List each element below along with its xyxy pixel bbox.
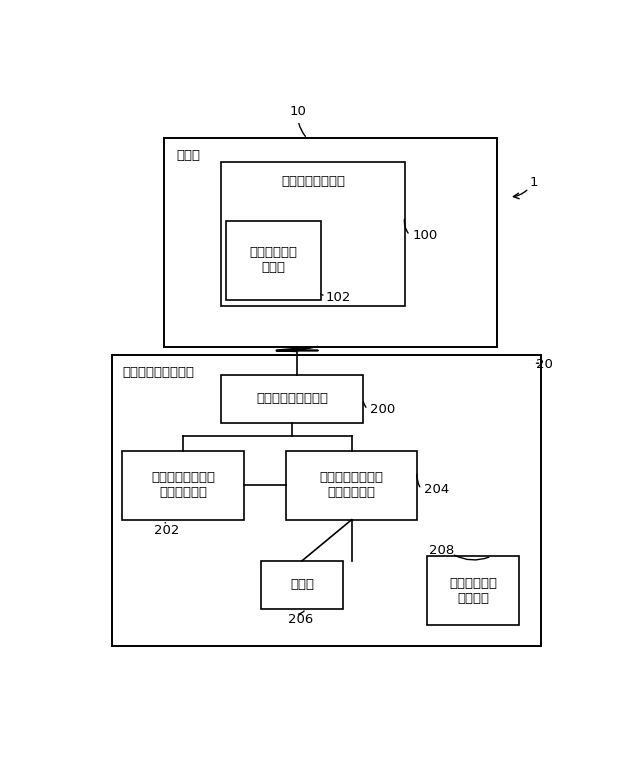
Bar [261,561,343,609]
Text: 100: 100 [412,229,438,242]
Text: 10: 10 [290,105,307,118]
Text: 眼鏡店: 眼鏡店 [177,149,201,162]
Bar [286,450,417,520]
Text: 店頭コンピュータ: 店頭コンピュータ [281,174,345,187]
Bar [221,162,405,306]
Text: 206: 206 [288,613,314,626]
Text: 眼鏡レンズ用
成形装置: 眼鏡レンズ用 成形装置 [449,577,497,605]
Text: 204: 204 [424,483,449,496]
Text: 20: 20 [536,358,553,371]
Text: 208: 208 [429,544,454,557]
Text: 眼鏡レンズ設計用
コンピュータ: 眼鏡レンズ設計用 コンピュータ [151,471,215,499]
Bar [428,556,519,626]
Bar [112,355,541,646]
Text: 眼鏡レンズ製造工場: 眼鏡レンズ製造工場 [122,366,194,379]
Text: 202: 202 [154,523,179,536]
Bar [122,450,244,520]
Text: 102: 102 [326,292,351,305]
Text: 200: 200 [370,403,396,416]
Bar [164,139,497,347]
Bar [221,375,363,423]
Text: 1: 1 [529,176,538,189]
Text: ホストコンピュータ: ホストコンピュータ [256,392,328,405]
Text: 加工機: 加工機 [290,578,314,591]
Text: 眼鏡セレクタ
アプリ: 眼鏡セレクタ アプリ [250,246,298,274]
Text: 眼鏡レンズ加工用
コンピュータ: 眼鏡レンズ加工用 コンピュータ [319,471,383,499]
Bar [227,220,321,299]
